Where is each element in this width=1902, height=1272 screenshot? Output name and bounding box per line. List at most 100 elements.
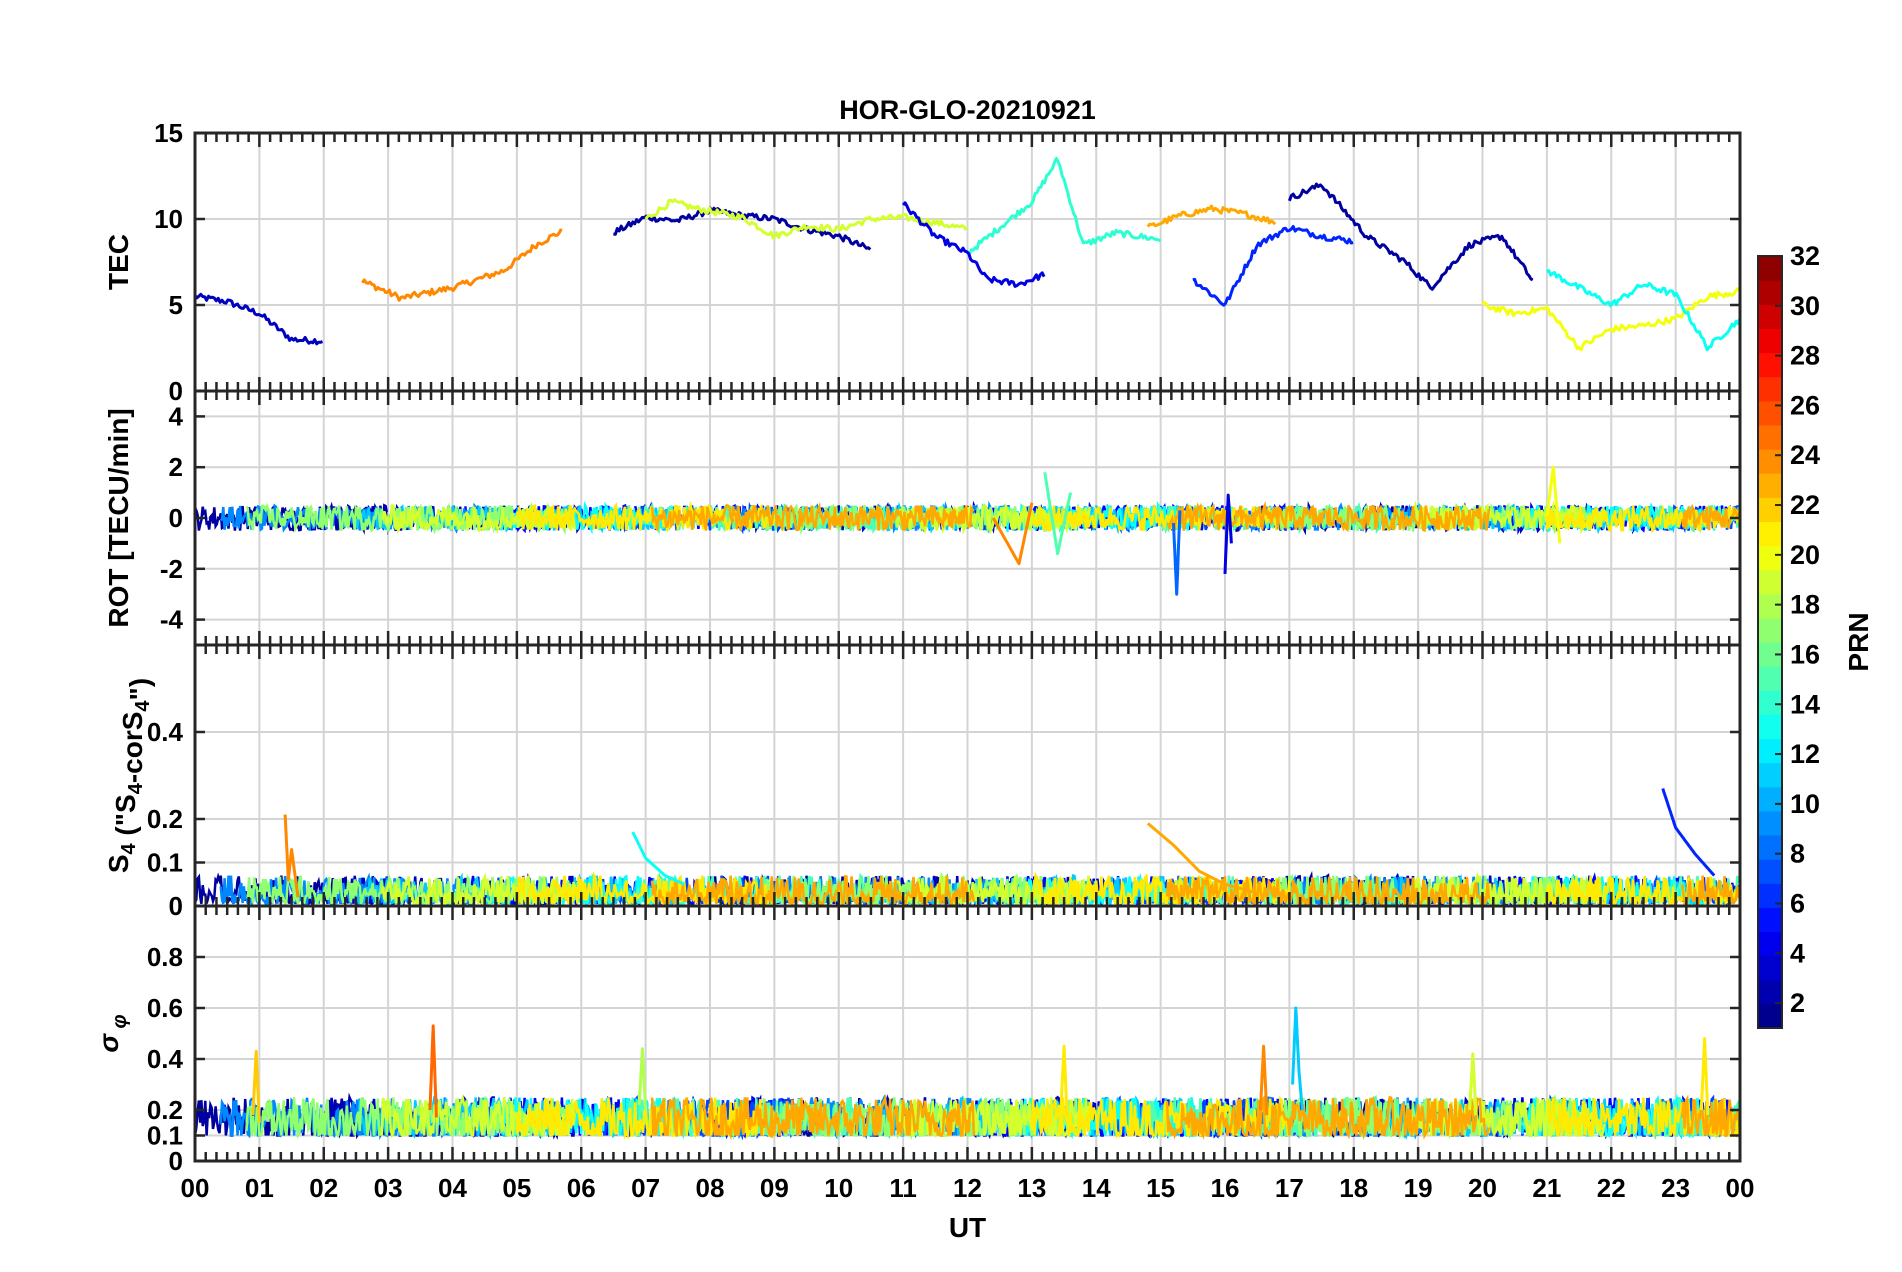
x-tick-label: 09 [760, 1173, 789, 1203]
series-sigma_phi-prn-18 [637, 1047, 648, 1111]
colorbar-swatch [1758, 617, 1782, 643]
x-tick-label: 19 [1404, 1173, 1433, 1203]
colorbar-tick-label: 2 [1790, 988, 1805, 1018]
colorbar-swatch [1758, 955, 1782, 981]
y-axis-label-s4: S4 ("S4-corS4") [103, 678, 155, 873]
series-tec-prn-20 [1481, 287, 1740, 352]
grid-s4 [194, 645, 1741, 907]
colorbar-swatch [1758, 859, 1782, 884]
y-tick-label: 0.8 [147, 942, 183, 972]
colorbar-tick-label: 24 [1790, 440, 1820, 470]
y-tick-label: 0.4 [147, 1044, 184, 1074]
colorbar-swatch [1758, 931, 1782, 957]
noise-trace-prn-19 [380, 872, 577, 906]
x-tick-label: 20 [1468, 1173, 1497, 1203]
colorbar-tick-label: 12 [1790, 739, 1820, 769]
colorbar-frame [1757, 255, 1783, 1029]
colorbar-tick-label: 14 [1790, 689, 1820, 719]
x-tick-label: 16 [1211, 1173, 1240, 1203]
colorbar-tick-label: 32 [1790, 241, 1820, 271]
series-tec-prn-2b [1287, 182, 1534, 291]
noise-trace-prn-23 [1166, 500, 1491, 533]
plot-area-sigma_phi [195, 1006, 1740, 1141]
colorbar-swatch [1758, 810, 1782, 836]
colorbar-swatch [1758, 1003, 1782, 1029]
colorbar-swatch [1758, 545, 1782, 571]
noise-trace-prn-19 [1410, 871, 1607, 906]
series-tec-prn-6 [1192, 225, 1354, 307]
colorbar-swatch [1758, 569, 1782, 595]
colorbar-swatch [1758, 521, 1782, 547]
x-tick-label: 06 [567, 1173, 596, 1203]
plot-area-tec [195, 156, 1740, 352]
colorbar-swatch [1758, 304, 1782, 329]
series-s4-prn-13 [631, 831, 686, 886]
y-tick-label: 4 [169, 401, 184, 431]
chart-title: HOR-GLO-20210921 [839, 95, 1096, 125]
colorbar-tick-label: 16 [1790, 639, 1820, 669]
colorbar-tick-label: 4 [1790, 938, 1805, 968]
y-tick-label: 0.2 [147, 1095, 183, 1125]
colorbar-tick-label: 26 [1790, 390, 1820, 420]
y-tick-label: 0.1 [147, 848, 183, 878]
series-sigma_phi-prn-11 [1291, 1006, 1304, 1111]
colorbar-tick-label: 20 [1790, 540, 1820, 570]
series-rot-prn-4 [1223, 493, 1233, 574]
colorbar-swatch [1758, 835, 1782, 860]
y-tick-label: 0.2 [147, 804, 183, 834]
ticks-rot [193, 391, 1742, 645]
series-sigma_phi-prn-25 [428, 1024, 438, 1118]
colorbar-swatch [1758, 473, 1782, 498]
panel-tec: 0 5 10 15 TEC HOR-GLO-20210921 [103, 95, 1742, 406]
noise-trace-prn-23 [1165, 1095, 1491, 1140]
y-axis-label-sigma_phi: σ φ [93, 1014, 131, 1052]
noise-trace-prn-23 [650, 501, 975, 533]
noise-trace-prn-19 [1410, 500, 1606, 535]
noise-trace-prn-23 [1165, 875, 1491, 906]
panel-s4: 0 0.1 0.2 0.4S4 ("S4-corS4") [103, 643, 1742, 921]
colorbar-swatch [1758, 424, 1782, 450]
x-tick-label: 22 [1597, 1173, 1626, 1203]
series-sigma_phi-prn-21b [1699, 1037, 1710, 1116]
y-tick-label: 0 [169, 1146, 183, 1176]
noise-trace-prn-23 [1680, 875, 1740, 906]
colorbar-swatch [1758, 907, 1782, 933]
x-axis-label: UT [949, 1212, 986, 1243]
x-tick-label: 15 [1146, 1173, 1175, 1203]
series-tec-prn-24 [361, 228, 563, 302]
x-tick-label: 03 [374, 1173, 403, 1203]
x-tick-label: 04 [438, 1173, 467, 1203]
noise-trace-prn-23 [1680, 503, 1740, 531]
x-tick-label: 10 [824, 1173, 853, 1203]
series-s4-prn-6 [1661, 788, 1716, 877]
noise-trace-prn-23 [650, 1093, 976, 1141]
y-tick-label: 0.1 [147, 1121, 183, 1151]
colorbar-swatch [1758, 497, 1782, 522]
x-tick-label: 00 [1726, 1173, 1755, 1203]
ticks-sigma_phi [193, 906, 1742, 1163]
panel-sigma_phi: 00.10.2 0.4 0.6 0.8 σ φ 00 01 02 03 04 05 06 07 08 09 1… [93, 904, 1755, 1243]
y-tick-label: -4 [160, 605, 184, 635]
x-tick-label: 07 [631, 1173, 660, 1203]
noise-trace-prn-21 [1030, 1095, 1290, 1140]
colorbar-tick-label: 10 [1790, 789, 1820, 819]
grid-tec [194, 132, 1741, 392]
x-tick-label: 14 [1082, 1173, 1111, 1203]
y-tick-label: 0.4 [147, 717, 184, 747]
x-tick-label: 17 [1275, 1173, 1304, 1203]
y-tick-label: 5 [169, 290, 183, 320]
series-sigma_phi-prn-19 [1468, 1052, 1478, 1116]
x-tick-label: 13 [1017, 1173, 1046, 1203]
series-s4-prn-23 [1146, 822, 1258, 895]
x-tick-label: 23 [1661, 1173, 1690, 1203]
y-tick-label: 2 [169, 452, 183, 482]
colorbar-swatch [1758, 786, 1782, 812]
series-sigma_phi-prn-21 [1059, 1044, 1069, 1121]
colorbar-label: PRN [1843, 612, 1874, 671]
colorbar-swatch [1758, 762, 1782, 788]
colorbar-swatch [1758, 256, 1782, 281]
colorbar-tick-label: 28 [1790, 341, 1820, 371]
x-tick-label: 05 [502, 1173, 531, 1203]
